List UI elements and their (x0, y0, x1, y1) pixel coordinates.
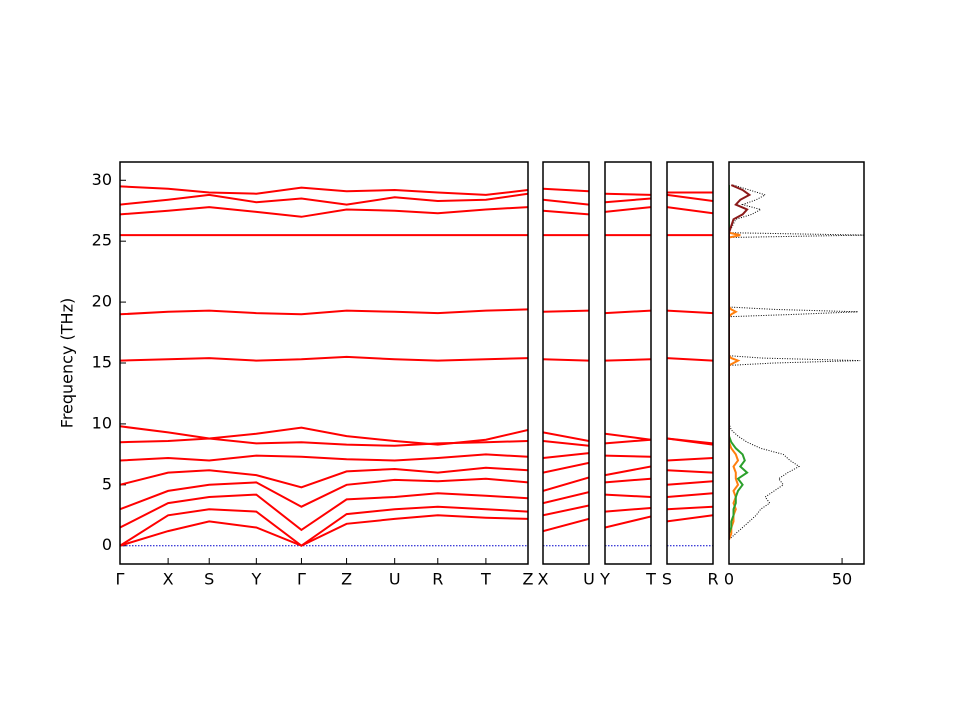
band (120, 477, 528, 511)
band (543, 198, 589, 206)
x-tick-label: Z (523, 570, 534, 589)
band (667, 480, 713, 486)
dos-line (729, 184, 752, 540)
band (543, 476, 589, 492)
x-tick-label: S (204, 570, 214, 589)
dos-line (729, 184, 864, 540)
y-tick-label: 0 (102, 535, 112, 554)
x-tick-label: Γ (116, 570, 125, 589)
band (120, 492, 528, 532)
panel-frame (666, 161, 714, 565)
band (120, 355, 528, 362)
x-tick-label: X (163, 570, 174, 589)
x-tick-label: 0 (724, 570, 734, 589)
x-tick-label: U (583, 570, 595, 589)
band (605, 493, 651, 498)
y-tick-label: 20 (92, 292, 112, 311)
band (120, 206, 528, 218)
x-tick-label: Y (250, 570, 261, 589)
band (605, 507, 651, 513)
band (120, 192, 528, 206)
band (543, 187, 589, 193)
band (667, 514, 713, 523)
x-tick-label: T (480, 570, 491, 589)
band (667, 206, 713, 215)
band (605, 515, 651, 529)
band (605, 477, 651, 484)
panel-frame (604, 161, 652, 565)
x-tick-label: Z (341, 570, 352, 589)
band (120, 453, 528, 462)
band (543, 440, 589, 447)
x-tick-label: U (389, 570, 401, 589)
x-tick-label: X (538, 570, 549, 589)
band (605, 438, 651, 445)
band (120, 185, 528, 196)
y-tick-label: 5 (102, 474, 112, 493)
band (120, 514, 528, 547)
x-tick-label: 50 (832, 570, 852, 589)
band (543, 504, 589, 517)
x-tick-label: T (645, 570, 656, 589)
dos-line (729, 185, 741, 540)
y-axis-label: Frequency (THz) (58, 298, 77, 428)
x-tick-label: R (707, 570, 718, 589)
y-tick-label: 15 (92, 353, 112, 372)
band (605, 309, 651, 315)
x-tick-label: Y (599, 570, 610, 589)
band (605, 197, 651, 204)
band (543, 309, 589, 313)
y-tick-label: 25 (92, 231, 112, 250)
x-tick-label: Γ (297, 570, 306, 589)
band (543, 452, 589, 459)
band (667, 505, 713, 511)
band (667, 492, 713, 498)
band (543, 517, 589, 533)
band (667, 457, 713, 462)
band (543, 431, 589, 442)
panel-frame (542, 161, 590, 565)
x-tick-label: R (432, 570, 443, 589)
band (120, 308, 528, 316)
dos-line (729, 185, 749, 540)
panel-frame (728, 161, 865, 565)
band (543, 461, 589, 474)
band (605, 465, 651, 477)
band (667, 309, 713, 315)
panel-frame (119, 161, 529, 565)
band (667, 193, 713, 202)
band (543, 358, 589, 362)
band (605, 454, 651, 458)
band (543, 209, 589, 216)
band (120, 505, 528, 547)
band (543, 491, 589, 505)
band (605, 206, 651, 213)
band (120, 466, 528, 489)
band (667, 469, 713, 474)
y-tick-label: 10 (92, 413, 112, 432)
y-tick-label: 30 (92, 170, 112, 189)
band (667, 437, 713, 446)
band (605, 192, 651, 196)
x-tick-label: S (662, 570, 672, 589)
band (605, 432, 651, 441)
band (667, 357, 713, 362)
band (605, 358, 651, 362)
band (120, 425, 528, 446)
